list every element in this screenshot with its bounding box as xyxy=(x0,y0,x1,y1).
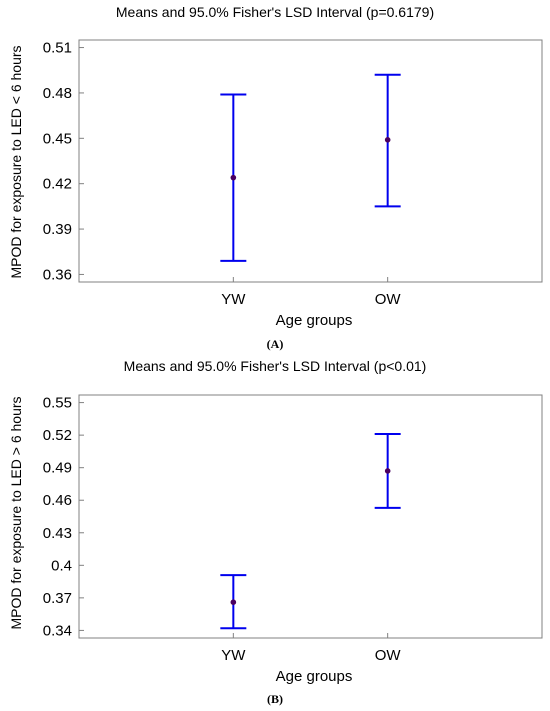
y-tick-label: 0.46 xyxy=(43,492,72,509)
y-tick-label: 0.51 xyxy=(43,40,72,57)
chart-panel-b: Means and 95.0% Fisher's LSD Interval (p… xyxy=(0,355,550,711)
y-tick-label: 0.34 xyxy=(43,622,72,639)
x-tick-label: OW xyxy=(375,291,402,308)
mean-point xyxy=(384,468,391,474)
chart-b-svg: 0.34 0.37 0.4 0.43 0.46 0.49 0.52 0.55 YW OW xyxy=(43,394,543,664)
y-axis-label: MPOD for exposure to LED < 6 hours xyxy=(8,45,24,279)
y-tick-label: 0.49 xyxy=(43,460,72,477)
chart-title: Means and 95.0% Fisher's LSD Interval (p… xyxy=(123,358,427,374)
chart-title: Means and 95.0% Fisher's LSD Interval (p… xyxy=(115,4,435,20)
y-tick-label: 0.39 xyxy=(43,221,72,238)
panel-label-a: (A) xyxy=(266,337,284,351)
y-tick-label: 0.52 xyxy=(43,427,72,444)
chart-panel-a: Means and 95.0% Fisher's LSD Interval (p… xyxy=(0,0,550,355)
x-tick-label: OW xyxy=(375,647,402,664)
panel-label-b: (B) xyxy=(267,692,283,706)
x-axis-label: Age groups xyxy=(275,668,353,685)
y-tick-label: 0.48 xyxy=(43,85,72,102)
x-tick-label: YW xyxy=(221,291,246,308)
x-axis-label: Age groups xyxy=(275,312,353,329)
y-tick-label: 0.42 xyxy=(43,176,72,193)
y-axis-label: MPOD for exposure to LED > 6 hours xyxy=(8,396,24,630)
plot-frame xyxy=(78,39,543,283)
y-tick-label: 0.43 xyxy=(43,525,72,542)
chart-a-svg: 0.36 0.39 0.42 0.45 0.48 0.51 YW OW xyxy=(43,39,543,308)
y-tick-label: 0.45 xyxy=(43,130,72,147)
mean-point xyxy=(230,599,237,606)
y-tick-label: 0.37 xyxy=(43,590,72,607)
x-tick-label: YW xyxy=(221,647,246,664)
y-tick-label: 0.55 xyxy=(43,395,72,412)
mean-point xyxy=(384,137,391,143)
plot-frame xyxy=(78,394,543,639)
y-tick-label: 0.36 xyxy=(43,266,72,283)
mean-point xyxy=(230,174,237,181)
y-tick-label: 0.4 xyxy=(51,557,72,574)
